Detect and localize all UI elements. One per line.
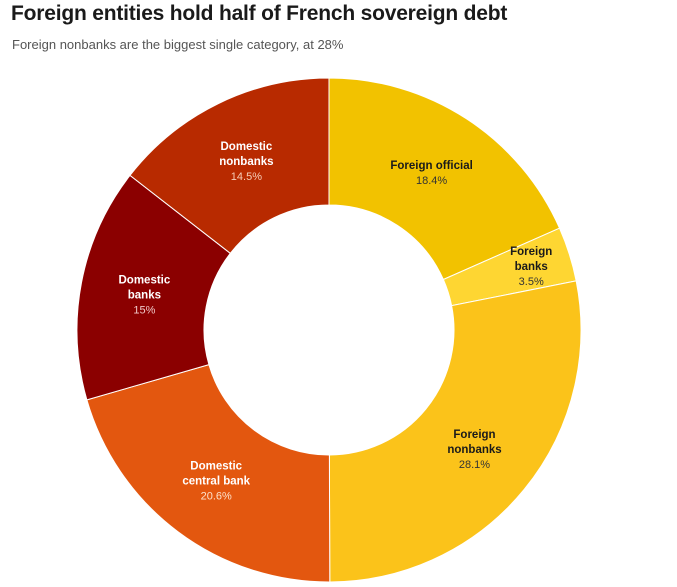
slice-label-domestic-banks: Domestic [119, 275, 171, 287]
slice-label-domestic-banks: banks [128, 290, 161, 302]
slice-foreign-nonbanks [328, 280, 582, 583]
slice-label-domestic-nonbanks: Domestic [221, 141, 273, 153]
slice-value-foreign-nonbanks: 28.1% [459, 459, 490, 471]
slice-value-domestic-nonbanks: 14.5% [231, 171, 262, 183]
slice-label-domestic-central-bank: Domestic [190, 460, 242, 472]
slice-domestic-nonbanks [129, 77, 330, 254]
slice-label-foreign-official: Foreign official [390, 160, 472, 172]
slice-value-domestic-central-bank: 20.6% [201, 490, 232, 502]
slice-label-domestic-central-bank: central bank [182, 475, 250, 487]
slice-label-foreign-banks: banks [515, 261, 548, 273]
donut-labels: Foreign official 18.4% Foreign banks 3.5% For… [119, 141, 553, 502]
slice-label-foreign-nonbanks: Foreign [453, 429, 495, 441]
slice-value-domestic-banks: 15% [133, 305, 155, 317]
slice-label-foreign-nonbanks: nonbanks [447, 444, 501, 456]
slice-foreign-official [328, 77, 561, 281]
slice-label-domestic-nonbanks: nonbanks [219, 156, 273, 168]
slice-domestic-central-bank [86, 364, 331, 583]
chart-subtitle: Foreign nonbanks are the biggest single … [12, 37, 344, 52]
slice-domestic-banks [76, 174, 232, 401]
slice-value-foreign-banks: 3.5% [519, 276, 544, 288]
slice-label-foreign-banks: Foreign [510, 246, 552, 258]
slice-value-foreign-official: 18.4% [416, 175, 447, 187]
donut-slices [76, 77, 582, 583]
chart-title: Foreign entities hold half of French sov… [11, 2, 508, 25]
